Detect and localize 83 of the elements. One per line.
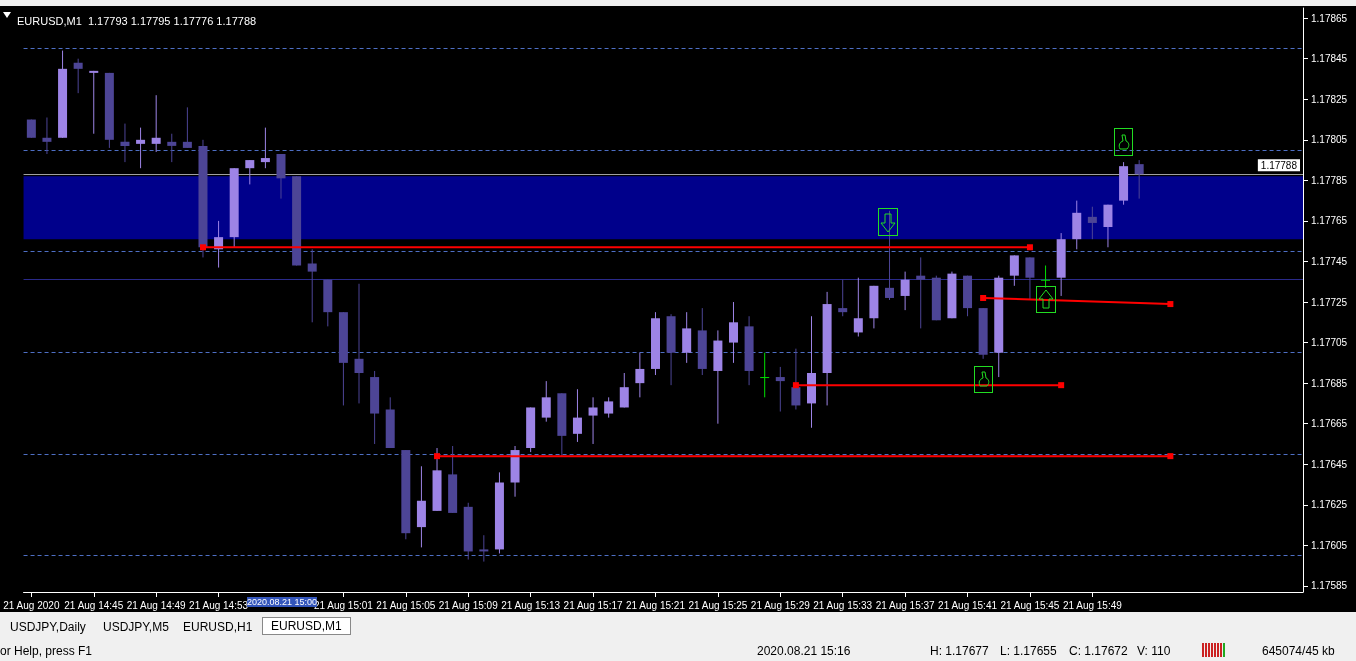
candlestick (1134, 159, 1144, 200)
y-tick-label: 1.17605 (1311, 539, 1348, 551)
candlestick (1009, 254, 1019, 287)
y-tick-label: 1.17765 (1311, 215, 1348, 227)
y-tick-label: 1.17625 (1311, 499, 1348, 511)
candlestick (73, 58, 83, 94)
text: or Help, press F1 (0, 644, 93, 658)
y-tick-label: 1.17705 (1311, 337, 1348, 349)
candlestick (588, 396, 598, 445)
text: 645074/45 kb (1262, 644, 1335, 658)
point (434, 453, 441, 460)
y-tick-label: 1.17805 (1311, 134, 1348, 146)
candlestick (1041, 265, 1051, 289)
x-tick-label: 21 Aug 15:09 (438, 599, 499, 611)
candlestick (136, 127, 146, 169)
candlestick (838, 279, 848, 317)
candlestick (120, 123, 130, 163)
text: EURUSD,H1 (183, 620, 253, 634)
candlestick (1025, 256, 1035, 301)
candlestick (572, 388, 582, 443)
candlestick (307, 248, 317, 323)
point (199, 244, 206, 251)
y-tick-label: 1.17685 (1311, 377, 1348, 389)
text: EURUSD,M1 (262, 617, 351, 635)
candlestick (728, 301, 738, 364)
candlestick (182, 106, 192, 149)
candlestick (900, 271, 910, 311)
y-tick-label: 1.17725 (1311, 296, 1348, 308)
candlestick (775, 366, 785, 413)
candlestick (89, 70, 99, 135)
candlestick (354, 283, 364, 404)
y-tick-label: 1.17865 (1311, 12, 1348, 24)
text: 2020.08.21 15:16 (757, 644, 851, 658)
y-tick-label: 1.17745 (1311, 255, 1348, 267)
x-tick-label: 21 Aug 15:49 (1062, 599, 1123, 611)
candlestick (853, 277, 863, 337)
x-tick-label: 21 Aug 15:33 (813, 599, 873, 611)
x-tick-label: 21 Aug 14:49 (126, 599, 187, 611)
y-tick-label: 1.17585 (1311, 580, 1348, 592)
text: USDJPY,M5 (103, 620, 169, 634)
text: EURUSD,M1 1.17793 1.17795 1.17776 1.17788 (17, 14, 257, 27)
x-tick-label: 21 Aug 15:45 (1000, 599, 1060, 611)
point (980, 294, 987, 301)
x-tick-label: 21 Aug 2020 (3, 599, 60, 611)
x-tick-label: 21 Aug 15:05 (376, 599, 436, 611)
candlestick (245, 159, 255, 185)
text: L: 1.17655 (1000, 644, 1057, 658)
candlestick (760, 352, 770, 398)
candlestick (1087, 206, 1097, 240)
candlestick (619, 372, 629, 408)
candlestick (260, 127, 270, 169)
candlestick (916, 256, 926, 329)
point (792, 382, 799, 389)
x-tick-label: 21 Aug 15:41 (938, 599, 998, 611)
text: H: 1.17677 (930, 644, 989, 658)
point (1026, 244, 1033, 251)
x-tick-label: 21 Aug 15:37 (875, 599, 936, 611)
point (1167, 453, 1174, 460)
text: C: 1.17672 (1069, 644, 1128, 658)
candlestick (479, 534, 489, 563)
candlestick (635, 352, 645, 398)
y-tick-label: 1.17845 (1311, 53, 1348, 65)
point (1058, 382, 1065, 389)
candlestick (604, 396, 614, 419)
candlestick (167, 133, 177, 163)
x-tick-label: 21 Aug 14:45 (64, 599, 124, 611)
y-tick-label: 1.17665 (1311, 418, 1348, 430)
x-tick-label: 21 Aug 15:25 (688, 599, 748, 611)
candlestick (42, 117, 52, 155)
x-tick-label: 21 Aug 15:13 (501, 599, 561, 611)
text: USDJPY,Daily (10, 620, 86, 634)
y-tick-label: 1.17825 (1311, 93, 1348, 105)
candlestick (1103, 204, 1113, 248)
x-tick-label: 21 Aug 15:17 (563, 599, 623, 611)
point (1167, 301, 1174, 308)
x-tick-label: 21 Aug 15:29 (750, 599, 811, 611)
x-tick-label: 21 Aug 15:21 (626, 599, 686, 611)
y-tick-label: 1.17785 (1311, 174, 1348, 186)
candlestick (151, 94, 161, 153)
candlestick (541, 380, 551, 423)
text: V: 110 (1137, 644, 1171, 658)
y-tick-label: 1.17645 (1311, 458, 1348, 470)
ref-line-label: 1.17788 (1260, 159, 1298, 171)
